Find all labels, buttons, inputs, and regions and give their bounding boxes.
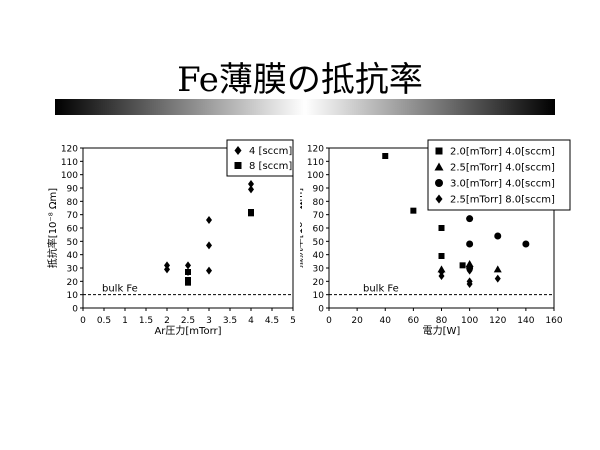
x-tick-label: 5 <box>290 316 296 326</box>
legend-marker-diamond <box>234 146 242 155</box>
legend-label: 2.5[mTorr] 8.0[sccm] <box>450 195 555 206</box>
data-point-diamond <box>466 266 473 275</box>
y-tick-label: 40 <box>313 251 325 261</box>
data-point-square <box>410 207 417 214</box>
legend-marker-square <box>435 147 443 155</box>
y-tick-label: 60 <box>313 225 325 235</box>
legend-label: 2.5[mTorr] 4.0[sccm] <box>450 163 555 174</box>
x-tick-label: 140 <box>517 316 534 326</box>
x-tick-label: 4.5 <box>265 316 279 326</box>
y-axis-label: 抵抗率[10⁻⁸ Ωm] <box>300 188 305 268</box>
data-point-square <box>438 253 445 259</box>
x-tick-label: 3 <box>206 316 212 326</box>
legend-label: 2.0[mTorr] 4.0[sccm] <box>450 147 555 158</box>
x-tick-label: 3.5 <box>223 316 237 326</box>
x-tick-label: 0 <box>80 316 86 326</box>
data-point-circle <box>494 232 502 240</box>
data-point-circle <box>522 240 530 248</box>
y-tick-label: 20 <box>313 278 325 288</box>
data-point-square <box>382 153 389 159</box>
data-point-square <box>185 277 191 283</box>
y-tick-label: 0 <box>318 305 324 315</box>
legend-label: 4 [sccm] <box>249 146 292 157</box>
data-point-diamond <box>466 280 473 288</box>
x-axis-label: Ar圧力[mTorr] <box>154 324 221 337</box>
bulk-fe-label: bulk Fe <box>102 284 138 295</box>
x-tick-label: 100 <box>461 316 478 326</box>
x-tick-label: 40 <box>380 316 392 326</box>
y-tick-label: 90 <box>67 185 79 195</box>
x-tick-label: 0 <box>326 316 332 326</box>
x-tick-label: 2.5 <box>181 316 195 326</box>
x-tick-label: 80 <box>436 316 448 326</box>
chart-pressure: 0 10 20 30 40 50 60 70 80 90 100 110 120 0 0.5 1 1.5 2 2.5… <box>46 139 296 337</box>
y-tick-label: 30 <box>313 265 325 275</box>
x-tick-label: 120 <box>489 316 506 326</box>
legend-label: 8 [sccm] <box>249 161 292 172</box>
y-tick-label: 100 <box>307 171 324 181</box>
y-tick-label: 120 <box>307 145 324 155</box>
y-tick-label: 50 <box>67 238 79 248</box>
legend-box <box>427 139 571 211</box>
legend-marker-diamond <box>435 194 443 204</box>
legend-marker-square <box>234 162 242 169</box>
x-tick-label: 1 <box>122 316 128 326</box>
legend-marker-triangle <box>434 162 444 171</box>
y-tick-label: 40 <box>67 251 79 261</box>
x-tick-label: 20 <box>351 316 363 326</box>
y-tick-label: 50 <box>313 238 325 248</box>
y-tick-label: 20 <box>67 278 79 288</box>
legend-label: 3.0[mTorr] 4.0[sccm] <box>450 179 555 190</box>
page-title: Fe薄膜の抵抗率 <box>177 60 423 100</box>
x-tick-label: 1.5 <box>139 316 153 326</box>
x-tick-label: 4 <box>248 316 254 326</box>
data-point-square <box>248 209 254 215</box>
y-tick-label: 110 <box>61 158 78 168</box>
data-point-square <box>459 262 466 269</box>
data-point-circle <box>466 240 474 248</box>
y-tick-label: 90 <box>313 185 325 195</box>
y-tick-label: 10 <box>313 291 325 301</box>
y-tick-label: 10 <box>67 291 79 301</box>
data-point-diamond <box>206 216 212 224</box>
y-tick-label: 70 <box>67 211 79 221</box>
x-tick-label: 0.5 <box>97 316 111 326</box>
data-point-square <box>438 225 445 231</box>
title-gradient-bar <box>55 99 555 115</box>
y-tick-label: 80 <box>313 198 325 208</box>
bulk-fe-label: bulk Fe <box>363 284 399 295</box>
data-point-diamond <box>248 185 254 194</box>
legend-marker-circle <box>435 179 443 187</box>
data-point-diamond <box>438 272 445 280</box>
y-tick-label: 0 <box>72 305 78 315</box>
y-tick-label: 30 <box>67 265 79 275</box>
data-point-diamond <box>206 241 212 250</box>
y-tick-label: 60 <box>67 225 79 235</box>
x-tick-label: 160 <box>545 316 562 326</box>
chart-power: 0 10 20 30 40 50 60 70 80 90 100 110 120 0 20 40 60 80 100… <box>300 139 571 337</box>
y-tick-label: 100 <box>61 171 78 181</box>
data-point-circle <box>466 215 474 223</box>
x-axis-label: 電力[W] <box>423 324 461 337</box>
data-point-triangle <box>493 265 502 273</box>
y-axis-label: 抵抗率[10⁻⁸ Ωm] <box>46 188 59 268</box>
y-tick-label: 70 <box>313 211 325 221</box>
x-tick-label: 60 <box>408 316 420 326</box>
data-point-diamond <box>248 180 254 188</box>
data-point-diamond <box>206 266 212 275</box>
y-tick-label: 120 <box>61 145 78 155</box>
data-point-diamond <box>164 261 170 270</box>
data-point-square <box>185 269 191 275</box>
data-point-diamond <box>494 274 501 283</box>
y-tick-label: 80 <box>67 198 79 208</box>
x-tick-label: 2 <box>164 316 170 326</box>
y-tick-label: 110 <box>307 158 324 168</box>
data-point-diamond <box>185 261 191 270</box>
